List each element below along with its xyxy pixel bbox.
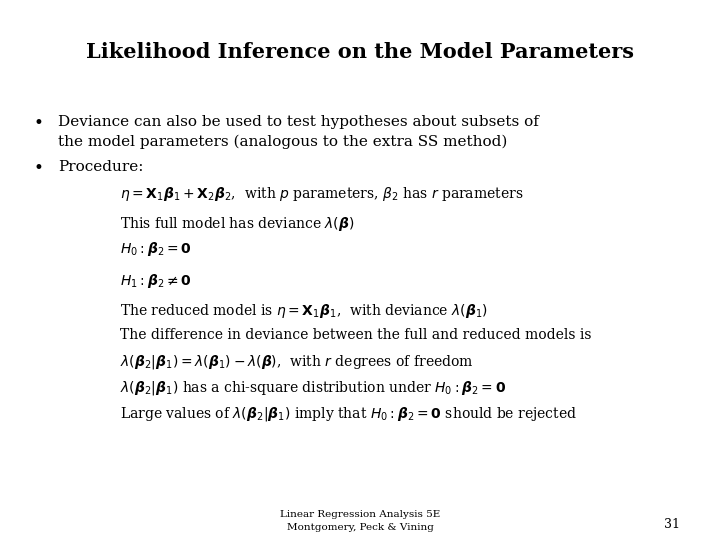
Text: •: •	[33, 115, 43, 132]
Text: $\lambda(\boldsymbol{\beta}_2 | \boldsymbol{\beta}_1)$ has a chi-square distribu: $\lambda(\boldsymbol{\beta}_2 | \boldsym…	[120, 379, 506, 397]
Text: Large values of $\lambda(\boldsymbol{\beta}_2 | \boldsymbol{\beta}_1)$ imply tha: Large values of $\lambda(\boldsymbol{\be…	[120, 405, 577, 423]
Text: This full model has deviance $\lambda(\boldsymbol{\beta})$: This full model has deviance $\lambda(\b…	[120, 215, 354, 233]
Text: the model parameters (analogous to the extra SS method): the model parameters (analogous to the e…	[58, 135, 508, 150]
Text: The reduced model is $\eta = \mathbf{X}_1\boldsymbol{\beta}_1$,  with deviance $: The reduced model is $\eta = \mathbf{X}_…	[120, 302, 488, 320]
Text: Likelihood Inference on the Model Parameters: Likelihood Inference on the Model Parame…	[86, 42, 634, 62]
Text: 31: 31	[664, 518, 680, 531]
Text: $H_1 : \boldsymbol{\beta}_2 \neq \mathbf{0}$: $H_1 : \boldsymbol{\beta}_2 \neq \mathbf…	[120, 272, 192, 290]
Text: Procedure:: Procedure:	[58, 160, 143, 174]
Text: $\eta = \mathbf{X}_1\boldsymbol{\beta}_1 + \mathbf{X}_2\boldsymbol{\beta}_2$,  w: $\eta = \mathbf{X}_1\boldsymbol{\beta}_1…	[120, 185, 523, 203]
Text: $H_0 : \boldsymbol{\beta}_2 = \mathbf{0}$: $H_0 : \boldsymbol{\beta}_2 = \mathbf{0}…	[120, 240, 192, 258]
Text: Linear Regression Analysis 5E
Montgomery, Peck & Vining: Linear Regression Analysis 5E Montgomery…	[280, 510, 440, 531]
Text: The difference in deviance between the full and reduced models is: The difference in deviance between the f…	[120, 328, 592, 342]
Text: •: •	[33, 160, 43, 177]
Text: Deviance can also be used to test hypotheses about subsets of: Deviance can also be used to test hypoth…	[58, 115, 539, 129]
Text: $\lambda(\boldsymbol{\beta}_2 | \boldsymbol{\beta}_1) = \lambda(\boldsymbol{\bet: $\lambda(\boldsymbol{\beta}_2 | \boldsym…	[120, 353, 474, 371]
